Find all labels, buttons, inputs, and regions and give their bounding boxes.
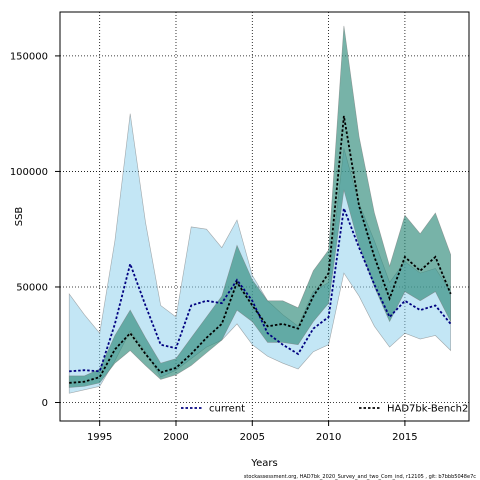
y-tick-label: 50000: [16, 282, 48, 293]
x-axis-title: Years: [250, 458, 277, 469]
y-tick-label: 150000: [10, 51, 48, 62]
axis-ticks: 1995 2000 2005 2010 2015 0 50000 100000 150000: [10, 51, 418, 443]
y-tick-label: 0: [42, 398, 48, 409]
x-tick-label: 2010: [316, 432, 341, 443]
confidence-band-bench2: [68, 25, 452, 388]
x-tick-label: 1995: [87, 432, 112, 443]
confidence-bands: [68, 25, 452, 394]
series-line-bench2: [69, 115, 452, 384]
footnote: stockassessment.org, HAD7bk_2020_Survey_…: [244, 474, 476, 480]
y-tick-label: 100000: [10, 167, 48, 178]
plot-frame: [59, 11, 470, 422]
legend: current HAD7bk-Bench2: [181, 404, 468, 415]
x-tick-label: 2000: [163, 432, 188, 443]
series-line-current: [69, 204, 452, 373]
x-tick-label: 2005: [240, 432, 265, 443]
legend-label-bench2: HAD7bk-Bench2: [387, 404, 468, 415]
legend-label-current: current: [209, 404, 245, 415]
series-lines: [69, 115, 452, 384]
x-tick-label: 2015: [392, 432, 417, 443]
y-axis-title: SSB: [14, 207, 25, 227]
